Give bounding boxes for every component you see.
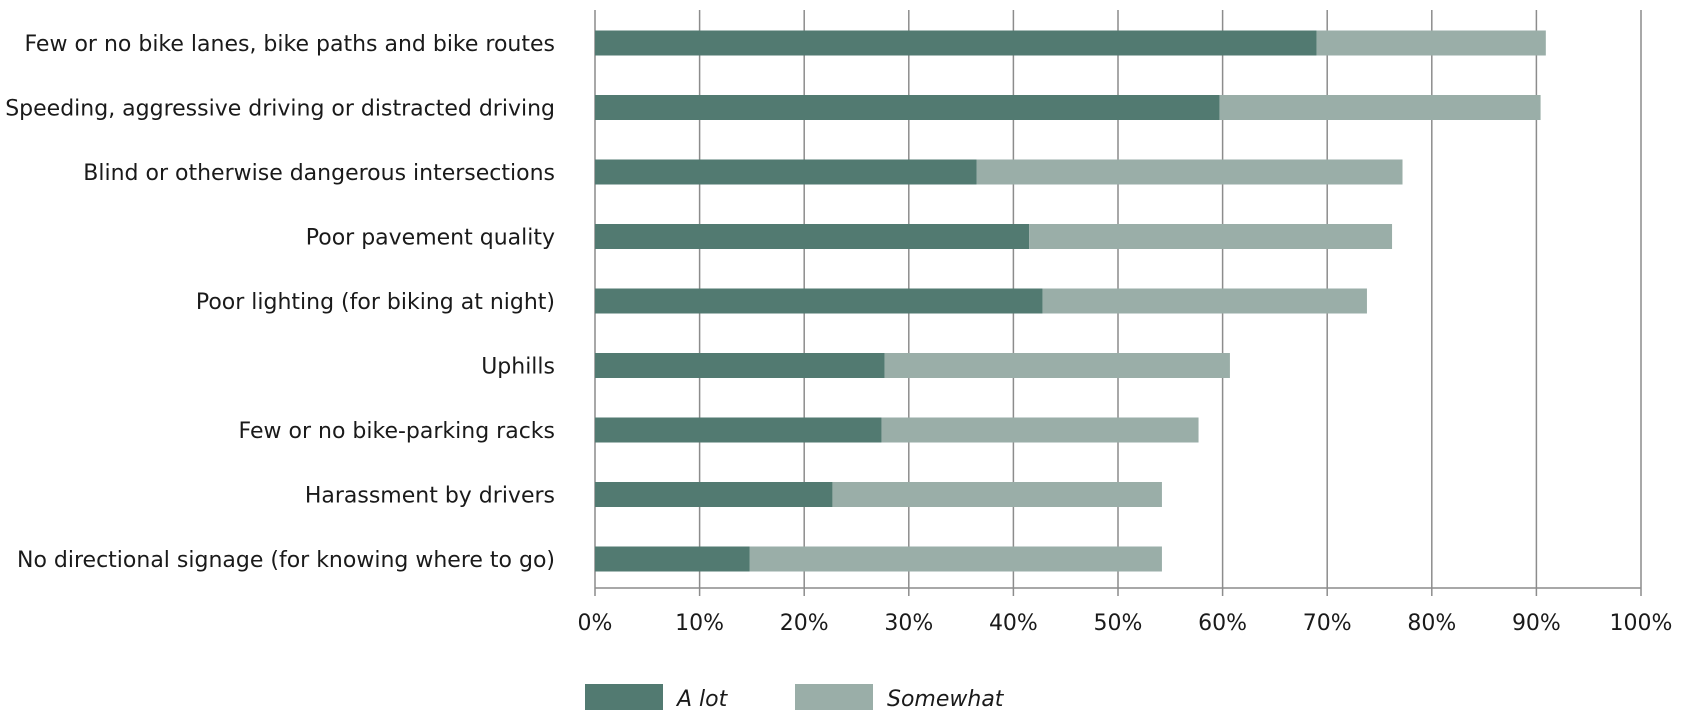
category-label: Poor lighting (for biking at night) — [196, 290, 555, 315]
bar-a-lot — [595, 546, 750, 572]
x-tick-label: 20% — [780, 611, 829, 636]
bar-somewhat — [1219, 95, 1541, 120]
x-tick-label: 50% — [1094, 611, 1143, 636]
x-tick-label: 30% — [884, 611, 933, 636]
bar-somewhat — [881, 417, 1199, 443]
x-tick-label: 90% — [1512, 611, 1561, 636]
bar-somewhat — [749, 546, 1162, 572]
bars — [595, 30, 1546, 572]
legend-swatch — [585, 684, 663, 710]
category-label: Poor pavement quality — [306, 226, 555, 251]
x-tick-label: 100% — [1610, 611, 1673, 636]
bar-a-lot — [595, 417, 882, 443]
bar-somewhat — [1029, 224, 1393, 249]
bar-a-lot — [595, 288, 1043, 314]
x-tick-label: 60% — [1198, 611, 1247, 636]
category-label: No directional signage (for knowing wher… — [17, 548, 555, 573]
bar-a-lot — [595, 482, 833, 507]
bar-somewhat — [884, 353, 1230, 378]
x-tick-label: 70% — [1303, 611, 1352, 636]
legend: A lot Somewhat — [585, 684, 1005, 710]
bar-a-lot — [595, 159, 977, 185]
bar-somewhat — [976, 159, 1403, 185]
legend-label: Somewhat — [887, 687, 1005, 710]
bar-somewhat — [1042, 288, 1367, 314]
category-label: Blind or otherwise dangerous intersectio… — [83, 161, 555, 186]
legend-label: A lot — [675, 687, 729, 710]
bar-somewhat — [1316, 30, 1546, 56]
x-tick-label: 40% — [989, 611, 1038, 636]
legend-swatch — [795, 684, 873, 710]
category-label: Harassment by drivers — [305, 484, 555, 509]
x-axis: 0% 10% 20% 30% 40% 50% 60% 70% 80% 90% 100% — [578, 587, 1673, 636]
bar-a-lot — [595, 224, 1030, 249]
bar-a-lot — [595, 353, 885, 378]
x-tick-label: 0% — [578, 611, 613, 636]
category-label: Speeding, aggressive driving or distract… — [5, 97, 555, 122]
x-tick-label: 10% — [675, 611, 724, 636]
bar-a-lot — [595, 30, 1317, 56]
category-label: Few or no bike-parking racks — [239, 419, 555, 444]
category-label: Few or no bike lanes, bike paths and bik… — [24, 32, 555, 57]
category-label: Uphills — [481, 355, 555, 380]
bar-somewhat — [832, 482, 1162, 507]
bar-a-lot — [595, 95, 1220, 120]
category-labels: Few or no bike lanes, bike paths and bik… — [5, 32, 555, 573]
x-tick-label: 80% — [1407, 611, 1456, 636]
